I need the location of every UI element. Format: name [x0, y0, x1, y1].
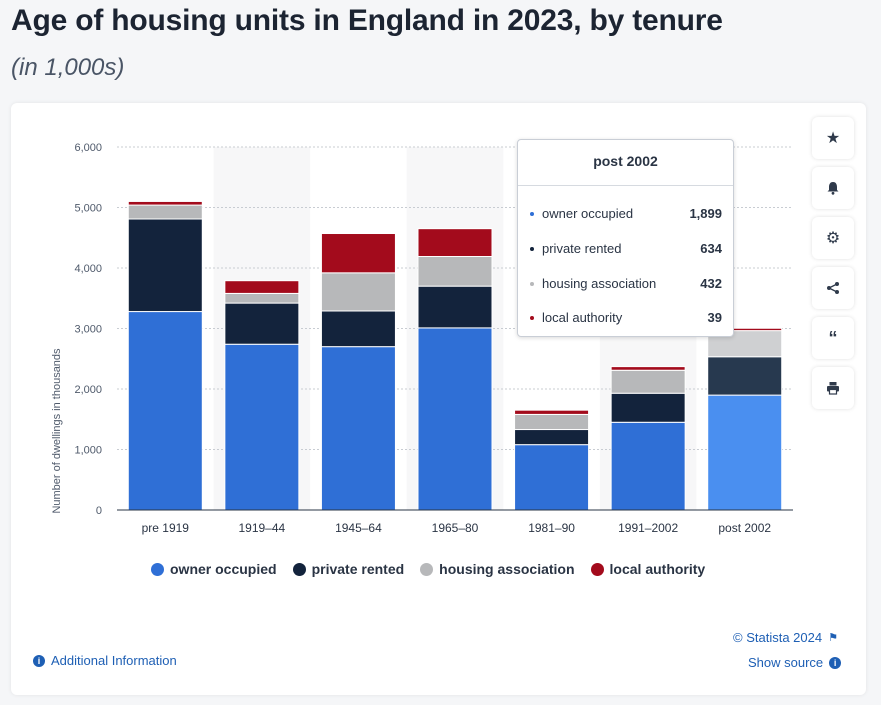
- bar-segment: [514, 409, 590, 415]
- print-icon: [827, 382, 839, 395]
- tooltip-title: post 2002: [518, 140, 733, 186]
- legend-item-owner-occupied[interactable]: owner occupied: [151, 561, 277, 577]
- bar-segment: [514, 429, 590, 446]
- legend-item-local-authority[interactable]: local authority: [590, 561, 706, 577]
- bar-segment: [224, 302, 300, 345]
- y-tick-label: 3,000: [74, 324, 102, 336]
- bar-segment: [224, 343, 300, 511]
- bar-segment: [224, 280, 300, 294]
- tooltip-row: owner occupied 1,899: [530, 206, 722, 221]
- bar-segment: [610, 366, 686, 371]
- quote-icon: “: [828, 327, 838, 348]
- tooltip-value: 432: [700, 276, 722, 291]
- copyright-link[interactable]: © Statista 2024 ⚑: [733, 630, 838, 645]
- flag-icon: ⚑: [828, 632, 838, 644]
- x-tick-label: 1981–90: [528, 521, 575, 535]
- tooltip-row: housing association 432: [530, 276, 722, 291]
- tooltip-bullet: [530, 281, 534, 286]
- tooltip-row: local authority 39: [530, 310, 722, 325]
- chart-card: 0 1,000 2,000 3,000 4,000 5,000 6,000 pre 1919 1…: [11, 103, 866, 695]
- y-tick-label: 6,000: [74, 142, 102, 154]
- legend-dot: [420, 562, 434, 576]
- favorite-button[interactable]: ★: [812, 117, 854, 159]
- tooltip: post 2002 owner occupied 1,899 private r…: [517, 139, 734, 337]
- bell-icon: [827, 182, 839, 195]
- bar-segment: [707, 394, 783, 511]
- tooltip-bullet: [530, 315, 534, 320]
- show-source-text: Show source: [748, 655, 824, 670]
- y-tick-label: 5,000: [74, 203, 102, 215]
- bar-segment: [417, 256, 493, 287]
- x-tick-label: 1945–64: [335, 521, 382, 535]
- chart-title: Age of housing units in England in 2023,…: [11, 4, 723, 37]
- bar-segment: [320, 272, 396, 312]
- bar-segment: [610, 421, 686, 511]
- cite-button[interactable]: “: [812, 317, 854, 359]
- bar-segment: [514, 413, 590, 431]
- additional-info-text: Additional Information: [51, 653, 177, 668]
- tooltip-value: 634: [700, 241, 722, 256]
- stacked-bar-chart: 0 1,000 2,000 3,000 4,000 5,000 6,000 pre 1919 1…: [74, 142, 793, 535]
- copyright-text: © Statista 2024: [733, 630, 823, 645]
- notification-button[interactable]: [812, 167, 854, 209]
- x-tick-label: post 2002: [718, 521, 771, 535]
- bar-segment: [127, 218, 203, 313]
- settings-button[interactable]: ⚙: [812, 217, 854, 259]
- bar-segment: [224, 292, 300, 304]
- bar-segment: [127, 204, 203, 220]
- y-tick-label: 1,000: [74, 445, 102, 457]
- legend: owner occupied private rented housing as…: [151, 561, 705, 577]
- tooltip-value: 39: [707, 310, 722, 325]
- x-tick-label: pre 1919: [142, 521, 190, 535]
- legend-label: local authority: [609, 561, 706, 577]
- share-icon: [827, 282, 839, 294]
- y-axis-label: Number of dwellings in thousands: [51, 348, 63, 514]
- bar-segment: [417, 228, 493, 258]
- y-tick-label: 0: [96, 505, 102, 517]
- legend-dot: [292, 562, 306, 576]
- y-tick-label: 4,000: [74, 263, 102, 275]
- bar-segment: [707, 356, 783, 396]
- bar-segment: [417, 285, 493, 329]
- bar-segment: [610, 392, 686, 423]
- tooltip-label: housing association: [542, 276, 657, 291]
- bar-segment: [127, 311, 203, 511]
- legend-label: private rented: [311, 561, 405, 577]
- legend-item-housing-association[interactable]: housing association: [420, 561, 575, 577]
- tooltip-value: 1,899: [689, 206, 722, 221]
- tooltip-label: private rented: [542, 241, 622, 256]
- tooltip-row: private rented 634: [530, 241, 722, 256]
- legend-item-private-rented[interactable]: private rented: [292, 561, 405, 577]
- legend-dot: [590, 562, 604, 576]
- additional-info-link[interactable]: i Additional Information: [33, 653, 177, 668]
- legend-label: housing association: [439, 561, 575, 577]
- gear-icon: ⚙: [825, 230, 841, 247]
- bar-segment: [320, 233, 396, 274]
- bar-segment: [320, 346, 396, 511]
- tooltip-label: local authority: [542, 310, 623, 325]
- legend-label: owner occupied: [170, 561, 277, 577]
- tooltip-label: owner occupied: [542, 206, 634, 221]
- bar-segment: [417, 327, 493, 511]
- x-tick-label: 1991–2002: [618, 521, 678, 535]
- print-button[interactable]: [812, 367, 854, 409]
- tooltip-bullet: [530, 246, 534, 251]
- star-icon: ★: [825, 130, 841, 147]
- x-tick-label: 1919–44: [238, 521, 285, 535]
- tooltip-bullet: [530, 211, 534, 216]
- info-icon: i: [33, 654, 45, 667]
- show-source-link[interactable]: Show source i: [748, 655, 842, 670]
- chart-subtitle: (in 1,000s): [11, 54, 125, 81]
- x-tick-label: 1965–80: [432, 521, 479, 535]
- bar-segment: [127, 200, 203, 206]
- bar-segment: [320, 310, 396, 348]
- legend-dot: [151, 562, 164, 576]
- y-tick-label: 2,000: [74, 384, 102, 396]
- info-icon: i: [829, 656, 842, 669]
- share-button[interactable]: [812, 267, 854, 309]
- bar-segment: [514, 444, 590, 511]
- bar-segment: [610, 369, 686, 394]
